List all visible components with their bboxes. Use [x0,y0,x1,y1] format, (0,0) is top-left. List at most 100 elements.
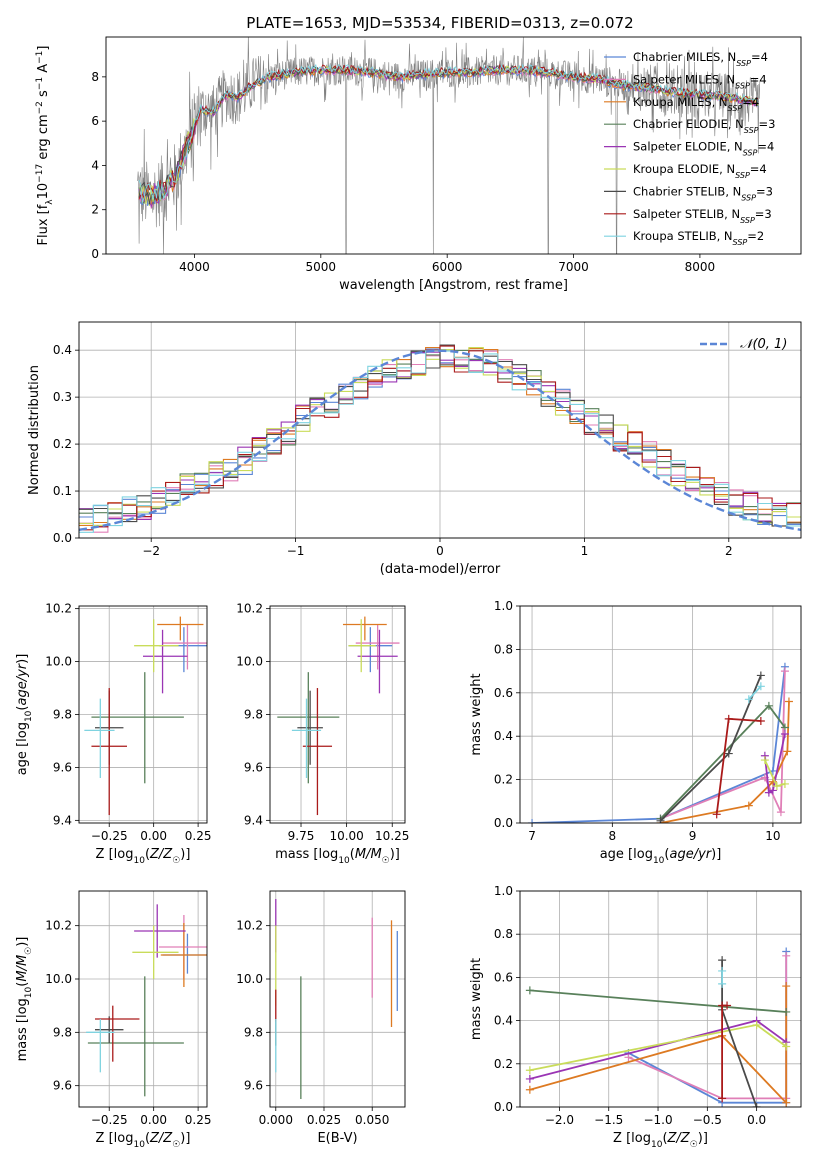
x-tick-label: −0.25 [91,829,128,843]
y-tick-label: 0.2 [53,437,72,451]
data-point-marker [756,682,765,691]
data-point-marker [782,1098,791,1107]
data-point-marker [525,1066,534,1075]
x-axis-label: wavelength [Angstrom, rest frame] [339,278,568,293]
figure-title: PLATE=1653, MJD=53534, FIBERID=0313, z=0… [246,14,633,32]
x-tick-label: 9.75 [288,829,315,843]
y-tick-label: 0.8 [494,642,513,656]
x-axis-label: Z [log10(Z/Z☉)] [96,1131,191,1150]
y-tick-label: 10.0 [236,655,263,669]
y-axis-label: mass weight [469,958,484,1040]
x-tick-label: 0 [436,544,444,558]
y-tick-label: 9.6 [244,1079,263,1093]
x-tick-label: −2 [142,544,160,558]
x-tick-label: −0.5 [693,1113,722,1127]
model-spectrum-line [138,63,759,204]
data-point-marker [752,1103,761,1107]
x-axis-label: Z [log10(Z/Z☉)] [96,847,191,866]
histogram-step-line [79,345,801,531]
legend-entry: Kroupa ELODIE, NSSP=4 [633,162,767,180]
y-tick-label: 0.6 [494,970,513,984]
data-point-marker [525,986,534,995]
y-tick-label: 0.0 [494,816,513,830]
data-point-marker [723,1001,732,1010]
y-tick-label: 9.4 [244,813,263,827]
data-point-marker [772,782,781,791]
plot-frame [105,36,802,255]
legend-entry: Chabrier MILES, NSSP=4 [633,50,768,68]
data-point-marker [744,695,753,704]
y-tick-label: 9.4 [53,813,72,827]
y-tick-label: 10.2 [45,919,72,933]
data-point-marker [744,801,753,810]
y-axis-label: mass weight [469,673,484,755]
data-point-marker [780,730,789,739]
legend-entry: Salpeter STELIB, NSSP=3 [633,207,772,225]
data-point-marker [764,701,773,710]
y-tick-label: 10.2 [236,602,263,616]
x-axis-label: age [log10(age/yr)] [600,847,722,866]
x-tick-label: 10 [765,829,780,843]
data-point-marker [756,671,765,680]
error-bars [277,616,400,816]
age-vs-metallicity-panel: −0.25 0.00 0.25 9.4 9.6 9.8 10.0 10.2 Z [log10(Z… [15,602,212,866]
y-tick-label: 8 [91,70,99,84]
y-tick-label: 0.4 [494,729,513,743]
x-tick-label: 0.0 [747,1113,766,1127]
spectrum-legend: Chabrier MILES, NSSP=4 Salpeter MILES, NS… [604,50,775,247]
data-point-marker [724,714,733,723]
data-point-marker [718,966,727,975]
data-point-marker [768,786,777,795]
y-tick-label: 9.8 [244,1025,263,1039]
y-tick-label: 1.0 [494,884,513,898]
y-tick-label: 0.6 [494,686,513,700]
data-point-marker [624,1053,633,1062]
observed-spectrum-line [137,37,761,254]
y-axis-label: Flux [fλ10−17 erg cm−2 s−1 A−1] [35,46,55,246]
y-tick-label: 0.0 [494,1100,513,1114]
data-point-marker [782,951,791,960]
x-axis-label: E(B-V) [317,1131,357,1146]
error-bars [275,899,398,1099]
y-tick-label: 10.0 [45,655,72,669]
data-point-marker [525,1085,534,1094]
y-tick-label: 0.4 [494,1014,513,1028]
data-point-marker [782,1042,791,1051]
x-tick-label: 9 [689,829,697,843]
x-tick-label: 5000 [306,260,337,274]
x-tick-label: 2 [725,544,733,558]
y-axis-label: Normed distribution [27,365,42,495]
y-tick-label: 10.2 [236,919,263,933]
y-tick-label: 0.0 [53,531,72,545]
plot-frame [78,321,802,539]
data-point-marker [525,1074,534,1083]
y-axis-label: mass [log10(M/M☉)] [15,937,34,1062]
plot-frame [269,890,406,1108]
x-tick-label: 10.25 [375,829,409,843]
data-point-marker [718,956,727,965]
y-tick-label: 0 [91,247,99,261]
data-point-marker [712,810,721,819]
data-point-marker [782,1007,791,1016]
y-tick-label: 0.1 [53,484,72,498]
plot-frame [78,890,208,1108]
plot-frame [519,890,802,1108]
x-tick-label: 4000 [179,260,210,274]
normal-distribution-curve [79,349,801,531]
data-point-marker [782,982,791,991]
x-tick-label: 0.00 [140,829,167,843]
x-tick-label: 0.00 [140,1113,167,1127]
data-point-marker [756,717,765,726]
y-tick-label: 0.3 [53,390,72,404]
mass-weight-vs-age-panel: 7 8 9 10 0.0 0.2 0.4 0.6 0.8 1.0 age [log10(age/yr… [469,599,802,866]
y-tick-label: 1.0 [494,599,513,613]
x-tick-label: 0.25 [185,829,212,843]
spectrum-panel: 4000 5000 6000 7000 8000 0 2 4 6 8 wavelength [Ang… [35,36,802,293]
x-tick-label: 0.25 [185,1113,212,1127]
mass-weight-line [748,685,762,700]
mass-vs-ebv-panel: 0.000 0.025 0.050 9.6 9.8 10.0 10.2 E(B-V) [236,890,406,1146]
data-point-marker [752,1020,761,1029]
x-tick-label: −1.0 [643,1113,672,1127]
x-tick-label: −0.25 [91,1113,128,1127]
y-tick-label: 2 [91,203,99,217]
